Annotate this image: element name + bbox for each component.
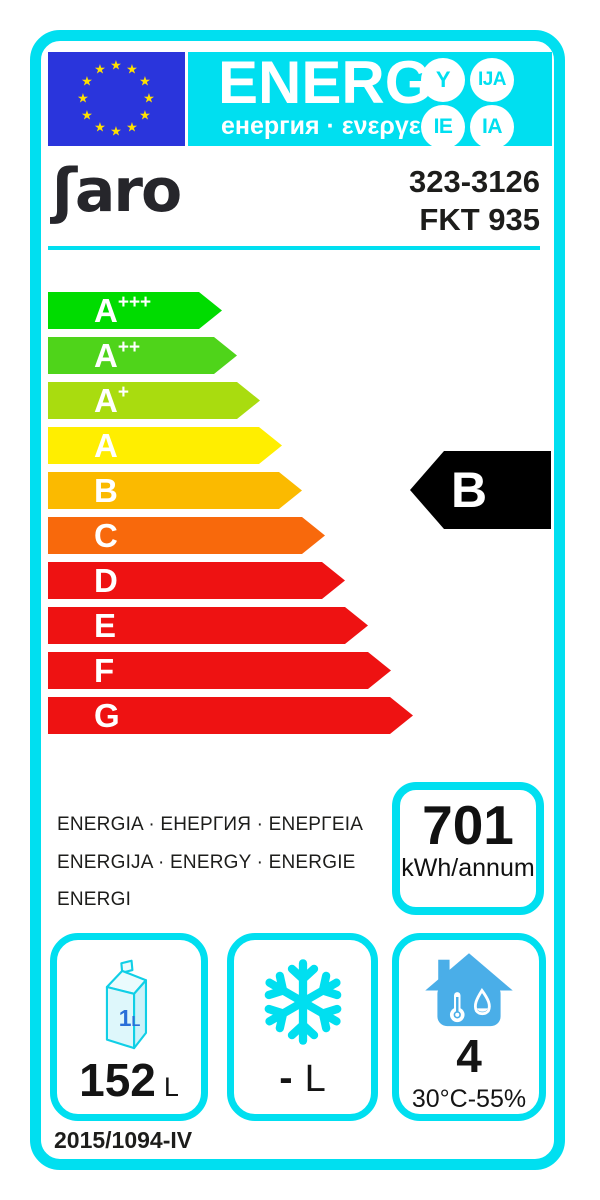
frozen-volume-box: - L — [227, 933, 378, 1121]
annual-energy-box: 701 kWh/annum — [392, 782, 544, 915]
grade-letter: A++ — [94, 337, 141, 374]
grade-arrow-b: B — [48, 472, 302, 509]
grade-letter: G — [94, 697, 120, 734]
grade-arrow-d: D — [48, 562, 345, 599]
svg-text:1L: 1L — [119, 1005, 141, 1031]
energy-word-lines: ENERGIA · ЕНЕРГИЯ · ENEPΓEIA ENERGIJA · … — [57, 806, 363, 919]
svg-text:★: ★ — [139, 109, 151, 124]
grade-arrow-g: G — [48, 697, 413, 734]
eu-stars-icon: ★ ★ ★ ★ ★ ★ ★ ★ ★ ★ ★ ★ — [77, 59, 155, 140]
grade-letter: C — [94, 517, 118, 554]
energy-word-line: ENERGI — [57, 889, 132, 910]
svg-text:★: ★ — [143, 92, 155, 107]
svg-text:★: ★ — [81, 109, 93, 124]
label-border — [30, 30, 565, 1170]
milk-carton-icon: 1L — [105, 959, 148, 1050]
energ-banner: ENERG енергия · ενεργεια Y IJA IE IA — [188, 49, 552, 149]
grade-arrow-a++: A++ — [48, 337, 237, 374]
frozen-volume-unit: L — [304, 1058, 326, 1100]
ending-circle-ia: IA — [470, 105, 514, 149]
house-icon — [425, 953, 513, 1027]
climate-condition: 30°C-55% — [411, 1085, 527, 1113]
chill-volume-value: 152 — [79, 1054, 156, 1106]
grade-letter: A+++ — [94, 292, 152, 329]
carton-label-value: 1 — [119, 1005, 132, 1031]
grade-arrow-f: F — [48, 652, 391, 689]
eu-flag: ★ ★ ★ ★ ★ ★ ★ ★ ★ ★ ★ ★ — [48, 52, 185, 146]
svg-text:★: ★ — [94, 63, 106, 78]
grade-letter: A+ — [94, 382, 129, 419]
svg-text:★: ★ — [110, 125, 122, 140]
header-divider — [48, 246, 540, 250]
chill-volume-unit: L — [163, 1072, 179, 1102]
snowflake-icon — [264, 959, 341, 1045]
model-number: FKT 935 — [419, 202, 540, 237]
grade-letter: A — [94, 427, 118, 464]
grade-letter: F — [94, 652, 115, 689]
regulation-number: 2015/1094-IV — [54, 1127, 193, 1153]
annual-energy-value: 701 — [422, 794, 514, 856]
droplet-icon — [473, 987, 491, 1016]
energ-title: ENERG — [218, 49, 432, 116]
rating-indicator-arrow: B — [410, 451, 551, 529]
article-number: 323-3126 — [408, 164, 540, 199]
rating-letter: B — [451, 462, 488, 518]
svg-text:★: ★ — [77, 92, 89, 107]
chill-volume-box: 1L 152 L — [50, 933, 208, 1121]
grade-scale: A+++ A++ A+ A B C D E F G — [48, 292, 413, 742]
grade-letter: B — [94, 472, 118, 509]
climate-class-box: 4 30°C-55% — [392, 933, 546, 1121]
brand-logo: ʃaro — [52, 156, 182, 226]
svg-text:★: ★ — [126, 121, 138, 136]
ending-circle-ie: IE — [421, 105, 465, 149]
ending-circle-y: Y — [421, 58, 465, 102]
energy-word-line: ENERGIJA · ENERGY · ENERGIE — [57, 851, 356, 873]
svg-text:★: ★ — [126, 63, 138, 78]
thermometer-icon — [449, 992, 465, 1023]
ending-circle-ija: IJA — [470, 58, 514, 102]
grade-arrow-a+++: A+++ — [48, 292, 222, 329]
frozen-volume-value: - — [279, 1056, 293, 1100]
climate-class-value: 4 — [456, 1030, 482, 1082]
carton-label-unit: L — [132, 1014, 141, 1030]
energy-word-line: ENERGIA · ЕНЕРГИЯ · ENEPΓEIA — [57, 814, 364, 835]
model-block: 323-3126 FKT 935 — [409, 163, 540, 239]
grade-arrow-c: C — [48, 517, 325, 554]
svg-text:★: ★ — [81, 75, 93, 90]
grade-letter: E — [94, 607, 117, 644]
grade-arrow-a: A — [48, 427, 282, 464]
svg-text:★: ★ — [110, 59, 122, 74]
grade-arrow-a+: A+ — [48, 382, 260, 419]
grade-arrow-e: E — [48, 607, 368, 644]
annual-energy-unit: kWh/annum — [401, 854, 535, 882]
svg-text:★: ★ — [139, 75, 151, 90]
energ-subtitle: енергия · ενεργεια — [221, 112, 443, 140]
grade-letter: D — [94, 562, 118, 599]
svg-text:★: ★ — [94, 121, 106, 136]
